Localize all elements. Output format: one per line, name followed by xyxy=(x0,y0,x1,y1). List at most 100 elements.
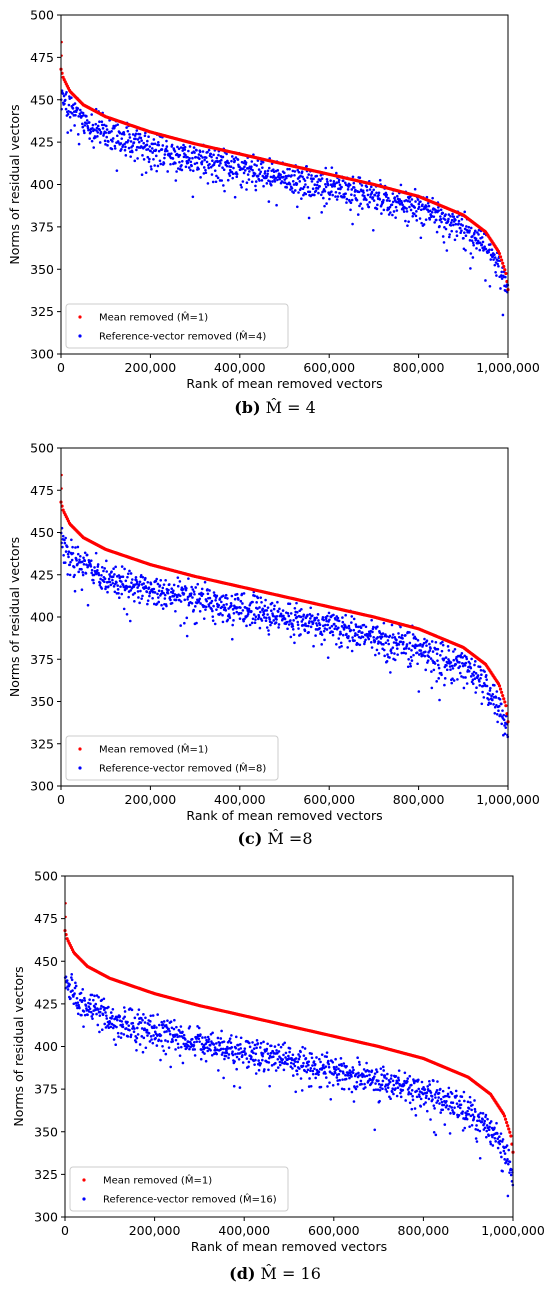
data-point-reference xyxy=(146,139,149,143)
data-point-reference xyxy=(151,142,155,146)
data-point-reference xyxy=(76,562,79,566)
data-point-reference xyxy=(87,128,90,132)
data-point-reference xyxy=(288,167,291,171)
data-point-reference xyxy=(354,625,358,628)
data-point-reference xyxy=(471,1103,474,1107)
data-point-reference xyxy=(79,554,82,558)
data-point-reference xyxy=(387,642,391,646)
data-point-reference xyxy=(114,124,117,127)
data-point-reference xyxy=(152,1026,156,1030)
data-point-reference xyxy=(132,1030,136,1034)
data-point-reference xyxy=(460,675,463,678)
data-point-reference xyxy=(174,598,178,602)
data-point-reference xyxy=(438,698,441,702)
data-point-reference xyxy=(83,551,87,555)
data-point-reference xyxy=(322,618,326,622)
data-point-reference xyxy=(128,1028,131,1032)
data-point-reference xyxy=(447,1095,451,1099)
data-point-reference xyxy=(376,625,379,628)
data-point-reference xyxy=(370,646,374,649)
data-point-reference xyxy=(300,197,303,200)
data-point-reference xyxy=(468,662,472,665)
data-point-reference xyxy=(190,164,193,168)
data-point-reference xyxy=(238,1086,242,1089)
data-point-reference xyxy=(120,137,124,140)
data-point-reference xyxy=(419,1105,423,1108)
data-point-reference xyxy=(257,168,261,171)
data-point-reference xyxy=(155,577,158,581)
data-point-reference xyxy=(133,591,137,595)
data-point-reference xyxy=(474,237,478,241)
data-point-reference xyxy=(100,998,104,1002)
data-point-reference xyxy=(498,1142,502,1146)
data-point-reference xyxy=(415,219,419,222)
data-point-reference xyxy=(159,162,163,166)
data-point-reference xyxy=(373,639,377,643)
data-point-reference xyxy=(88,998,91,1001)
data-point-reference xyxy=(145,143,149,147)
data-point-reference xyxy=(201,150,205,153)
data-point-reference xyxy=(359,202,362,206)
data-point-reference xyxy=(183,148,187,151)
data-point-reference xyxy=(446,645,450,648)
data-point-reference xyxy=(185,587,188,590)
data-point-mean xyxy=(502,697,506,701)
data-point-reference xyxy=(400,651,404,655)
data-point-reference xyxy=(152,158,155,161)
data-point-reference xyxy=(307,631,310,634)
data-point-reference xyxy=(238,165,241,169)
data-point-reference xyxy=(155,602,159,605)
data-point-reference xyxy=(432,215,436,218)
x-tick-label: 400,000 xyxy=(214,792,266,807)
data-point-mean xyxy=(501,261,505,265)
data-point-reference xyxy=(245,188,248,191)
data-point-reference xyxy=(179,624,182,627)
data-point-reference xyxy=(137,1008,141,1011)
data-point-reference xyxy=(248,1045,252,1049)
data-point-reference xyxy=(268,617,271,621)
data-point-reference xyxy=(315,624,319,627)
data-point-reference xyxy=(61,534,65,538)
data-point-reference xyxy=(240,592,244,596)
data-point-reference xyxy=(272,174,276,178)
data-point-reference xyxy=(85,553,89,557)
data-point-reference xyxy=(365,1074,369,1078)
data-point-reference xyxy=(90,139,94,143)
chart-panel-c: 300 325 350 375 400 425 450 475 500 0 200,000 400,0… xyxy=(0,432,550,862)
data-point-reference xyxy=(204,1036,207,1039)
data-point-reference xyxy=(457,1113,461,1117)
data-point-reference xyxy=(222,603,226,607)
data-point-reference xyxy=(94,136,97,139)
data-point-reference xyxy=(239,1043,242,1046)
data-point-reference xyxy=(376,1088,380,1091)
x-tick-label: 400,000 xyxy=(214,360,266,375)
data-point-reference xyxy=(107,1005,110,1009)
data-point-reference xyxy=(417,1078,420,1082)
data-point-reference xyxy=(478,665,482,669)
data-point-reference xyxy=(155,1044,159,1047)
data-point-reference xyxy=(151,596,154,600)
data-point-reference xyxy=(91,1017,94,1020)
data-point-reference xyxy=(432,668,436,672)
data-point-reference xyxy=(100,587,104,590)
x-tick-label: 600,000 xyxy=(308,1223,360,1238)
data-point-reference xyxy=(119,575,123,579)
data-point-reference xyxy=(326,1085,329,1088)
data-point-reference xyxy=(386,1086,390,1089)
data-point-reference xyxy=(500,1155,503,1159)
data-point-reference xyxy=(476,231,479,234)
data-point-reference xyxy=(200,160,204,163)
data-point-reference xyxy=(452,1111,456,1115)
data-point-reference xyxy=(112,585,116,588)
data-point-reference xyxy=(172,594,176,598)
data-point-reference xyxy=(374,1088,378,1091)
data-point-reference xyxy=(188,157,191,160)
data-point-reference xyxy=(207,1037,211,1041)
data-point-reference xyxy=(247,1060,251,1064)
data-point-reference xyxy=(87,121,91,124)
data-point-reference xyxy=(158,584,162,587)
data-point-reference xyxy=(387,207,391,211)
data-point-reference xyxy=(392,1092,395,1096)
data-point-reference xyxy=(120,147,123,151)
data-point-reference xyxy=(476,1128,480,1132)
